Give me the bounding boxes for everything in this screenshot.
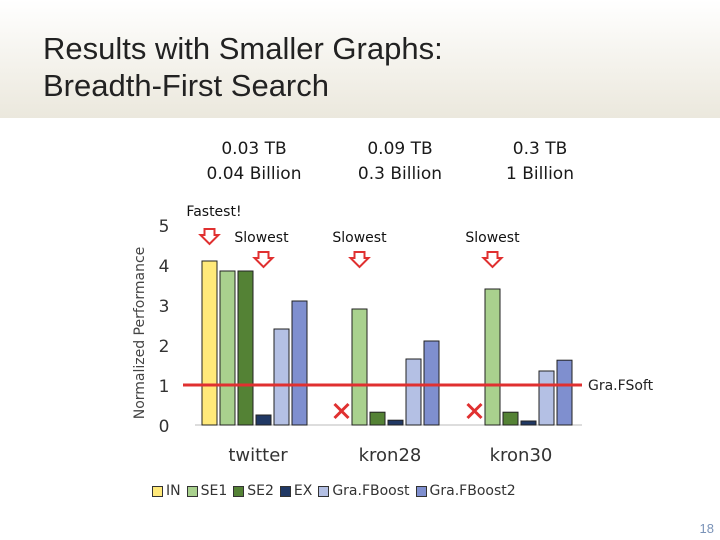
category-label: twitter	[228, 445, 288, 466]
bar-ex	[255, 414, 272, 426]
legend-swatch	[415, 485, 427, 497]
bar-ex	[387, 419, 404, 426]
slide-title: Results with Smaller Graphs: Breadth-Fir…	[43, 30, 683, 104]
y-tick-label: 1	[159, 377, 170, 397]
annotation-arrow	[348, 251, 371, 269]
chart-legend: IN SE1 SE2 EX Gra.FBoost Gra.FBoost2	[152, 481, 522, 501]
legend-label: Gra.FBoost	[332, 483, 410, 499]
dataset-size: 0.03 TB	[221, 139, 287, 159]
legend-swatch	[233, 485, 245, 497]
dataset-edges: 0.3 Billion	[357, 164, 443, 184]
y-tick-label: 4	[159, 257, 170, 277]
legend-label: EX	[293, 483, 313, 499]
dataset-caption-twitter: 0.03 TB 0.04 Billion	[184, 137, 324, 187]
bar-grafboost2	[291, 300, 308, 426]
legend-label: IN	[166, 483, 181, 499]
bar-grafboost2	[423, 340, 440, 426]
legend-item: EX	[279, 483, 313, 499]
category-label: kron28	[359, 445, 422, 466]
annotation-label: Slowest	[465, 230, 520, 246]
y-tick-label: 0	[159, 417, 170, 437]
legend-item: IN	[152, 483, 181, 499]
dataset-edges: 0.04 Billion	[206, 164, 302, 184]
dataset-edges: 1 Billion	[506, 164, 574, 184]
page-number: 18	[699, 521, 714, 536]
bar-grafboost2	[556, 359, 573, 426]
title-banner	[0, 0, 720, 118]
legend-label: SE1	[200, 483, 228, 499]
category-label: kron30	[490, 445, 553, 466]
legend-item: SE1	[186, 483, 228, 499]
legend-item: Gra.FBoost	[318, 483, 410, 499]
legend-item: SE2	[233, 483, 274, 499]
legend-label: SE2	[247, 483, 274, 499]
legend-swatch	[186, 485, 198, 497]
annotation-label: Fastest!	[186, 204, 241, 220]
bar-se1	[351, 308, 368, 426]
annotation-arrow	[252, 251, 275, 269]
bar-se1	[484, 288, 501, 426]
dataset-size: 0.3 TB	[512, 139, 568, 159]
slide-title-line2: Breadth-First Search	[43, 68, 329, 103]
annotation-label: Slowest	[332, 230, 387, 246]
bar-se2	[502, 411, 519, 426]
dataset-size: 0.09 TB	[367, 139, 433, 159]
bar-grafboost	[538, 370, 555, 426]
annotation-label: Slowest	[234, 230, 289, 246]
dataset-caption-kron30: 0.3 TB 1 Billion	[470, 137, 610, 187]
y-tick-label: 2	[159, 337, 170, 357]
reference-line-label: Gra.FSoft	[588, 378, 654, 394]
bar-in	[201, 260, 218, 426]
annotation-arrow	[481, 251, 504, 269]
dataset-caption-kron28: 0.09 TB 0.3 Billion	[330, 137, 470, 187]
bar-se2	[237, 270, 254, 426]
missing-marker-x	[333, 402, 350, 420]
annotation-arrow	[198, 228, 221, 246]
y-tick-label: 3	[159, 297, 170, 317]
bar-ex	[520, 420, 537, 426]
missing-marker-x	[466, 402, 483, 420]
legend-swatch	[318, 485, 330, 497]
bar-se2	[369, 411, 386, 426]
legend-swatch	[279, 485, 291, 497]
bar-grafboost	[273, 328, 290, 426]
legend-item: Gra.FBoost2	[415, 483, 516, 499]
slide-title-line1: Results with Smaller Graphs:	[43, 31, 443, 66]
legend-label: Gra.FBoost2	[429, 483, 516, 499]
bar-se1	[219, 270, 236, 426]
y-tick-label: 5	[159, 217, 170, 237]
legend-swatch	[152, 485, 163, 497]
bar-grafboost	[405, 358, 422, 426]
